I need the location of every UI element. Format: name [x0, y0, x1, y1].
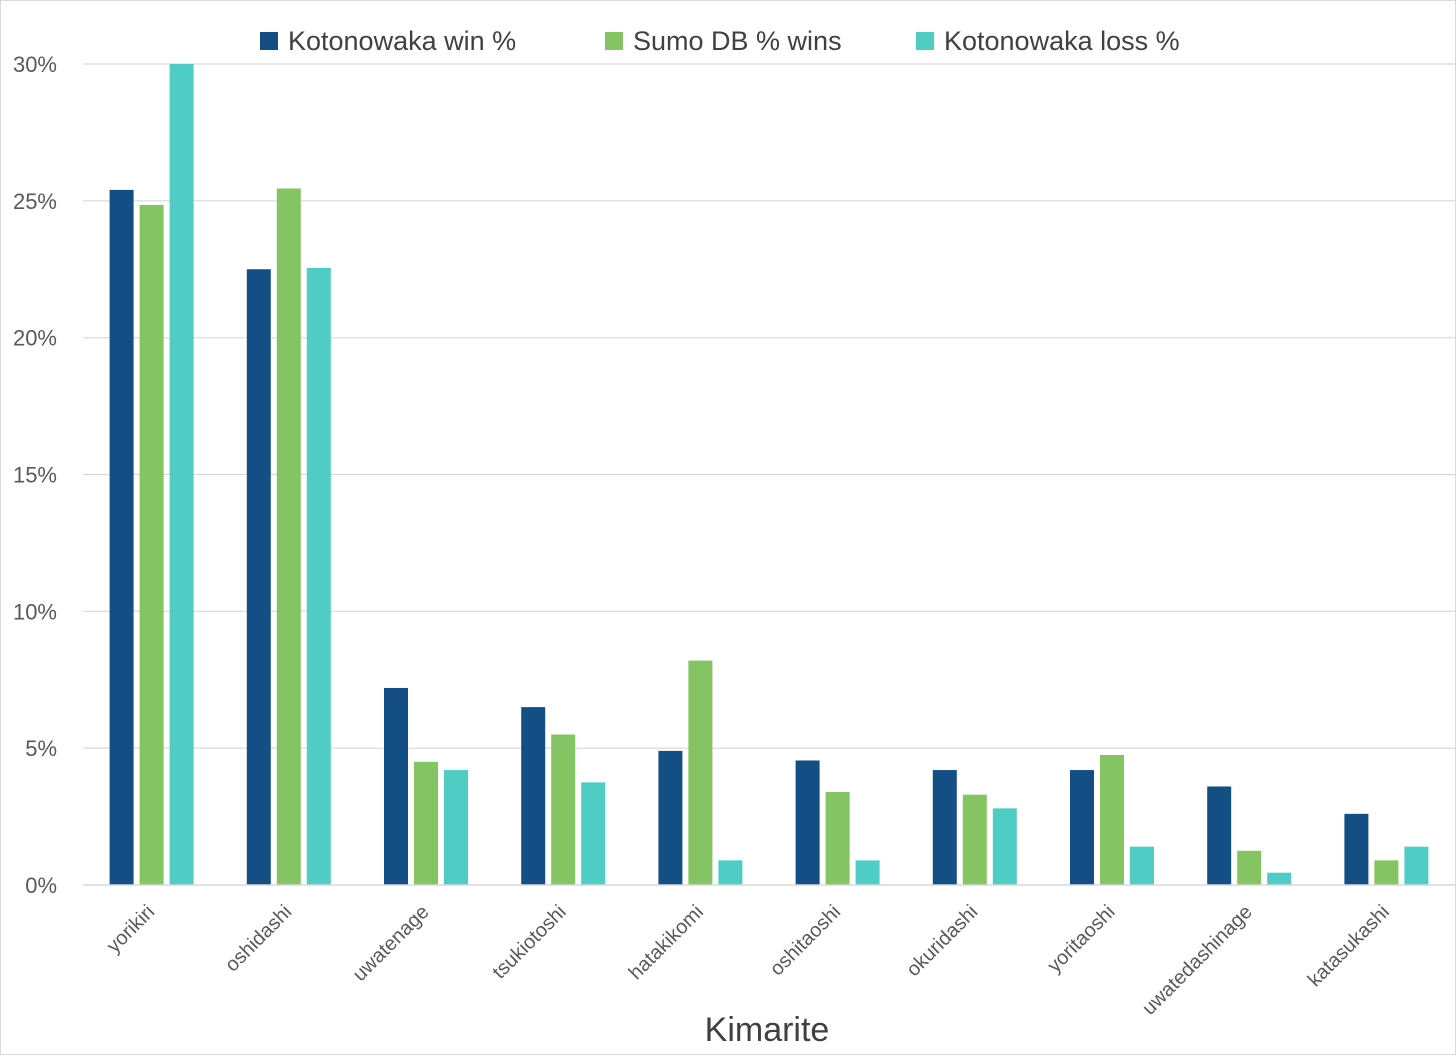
bar-kotonowaka-loss-tsukiotoshi	[581, 782, 606, 885]
legend: Kotonowaka win % Sumo DB % wins Kotonowaka…	[260, 26, 1180, 56]
x-axis-title: Kimarite	[705, 1011, 830, 1049]
bar-sumo-db-wins-uwatenage	[414, 761, 438, 885]
bar-kotonowaka-win-okuridashi	[932, 770, 957, 885]
legend-label: Kotonowaka loss %	[944, 26, 1180, 56]
legend-item: Kotonowaka win %	[260, 26, 516, 56]
x-tick-label: hatakikomi	[625, 901, 708, 984]
bar-kotonowaka-loss-katasukashi	[1404, 846, 1429, 885]
bar-kotonowaka-win-uwatenage	[384, 687, 408, 885]
bar-kotonowaka-win-oshitaoshi	[795, 760, 820, 885]
bar-kotonowaka-loss-yoritaoshi	[1130, 846, 1154, 885]
bar-kotonowaka-loss-yorikiri	[169, 64, 194, 885]
bar-kotonowaka-loss-hatakikomi	[718, 860, 743, 885]
bar-sumo-db-wins-katasukashi	[1374, 860, 1399, 885]
legend-swatch	[916, 32, 934, 50]
bar-kotonowaka-loss-oshidashi	[306, 267, 331, 885]
bar-sumo-db-wins-okuridashi	[962, 794, 987, 885]
bar-kotonowaka-loss-uwatenage	[444, 770, 468, 885]
x-tick-label: uwatenage	[349, 901, 434, 986]
x-tick-label: okuridashi	[902, 901, 982, 981]
legend-swatch	[605, 32, 623, 50]
y-axis-tick-labels: 0% 5% 10% 15% 20% 25% 30%	[13, 52, 57, 898]
bar-sumo-db-wins-tsukiotoshi	[551, 734, 576, 885]
x-tick-label: oshidashi	[221, 901, 296, 976]
legend-item: Sumo DB % wins	[605, 26, 842, 56]
y-tick-label: 0%	[25, 873, 57, 898]
x-tick-label: oshitaoshi	[766, 901, 845, 980]
bars	[109, 64, 1429, 886]
bar-kotonowaka-win-yorikiri	[109, 189, 134, 886]
x-tick-label: uwatedashinage	[1138, 901, 1257, 1020]
x-axis-tick-labels: yorikiri oshidashi uwatenage tsukiotoshi hat…	[103, 901, 1394, 1020]
y-tick-label: 15%	[13, 463, 57, 488]
bar-sumo-db-wins-yoritaoshi	[1100, 755, 1124, 885]
bar-kotonowaka-loss-okuridashi	[992, 808, 1017, 885]
bar-sumo-db-wins-yorikiri	[139, 204, 164, 885]
bar-kotonowaka-win-katasukashi	[1344, 813, 1369, 885]
bar-kotonowaka-loss-oshitaoshi	[855, 860, 880, 885]
bar-sumo-db-wins-uwatedashinage	[1237, 850, 1262, 885]
bar-sumo-db-wins-hatakikomi	[688, 660, 713, 885]
bar-kotonowaka-win-hatakikomi	[658, 750, 683, 885]
x-tick-label: yoritaoshi	[1043, 901, 1119, 977]
bar-kotonowaka-win-uwatedashinage	[1207, 786, 1232, 885]
y-tick-label: 25%	[13, 189, 57, 214]
legend-swatch	[260, 32, 278, 50]
bar-sumo-db-wins-oshitaoshi	[825, 791, 850, 885]
bar-kotonowaka-loss-uwatedashinage	[1267, 872, 1292, 885]
y-tick-label: 5%	[25, 736, 57, 761]
legend-item: Kotonowaka loss %	[916, 26, 1180, 56]
legend-label: Sumo DB % wins	[633, 26, 842, 56]
y-tick-label: 30%	[13, 52, 57, 77]
x-tick-label: katasukashi	[1304, 901, 1394, 991]
bar-kotonowaka-win-yoritaoshi	[1070, 770, 1094, 885]
bar-sumo-db-wins-oshidashi	[276, 188, 301, 886]
y-tick-label: 10%	[13, 599, 57, 624]
y-tick-label: 20%	[13, 326, 57, 351]
x-tick-label: yorikiri	[103, 901, 159, 957]
bar-kotonowaka-win-oshidashi	[246, 269, 271, 885]
bar-kotonowaka-win-tsukiotoshi	[521, 707, 546, 885]
legend-label: Kotonowaka win %	[288, 26, 516, 56]
x-tick-label: tsukiotoshi	[488, 901, 570, 983]
